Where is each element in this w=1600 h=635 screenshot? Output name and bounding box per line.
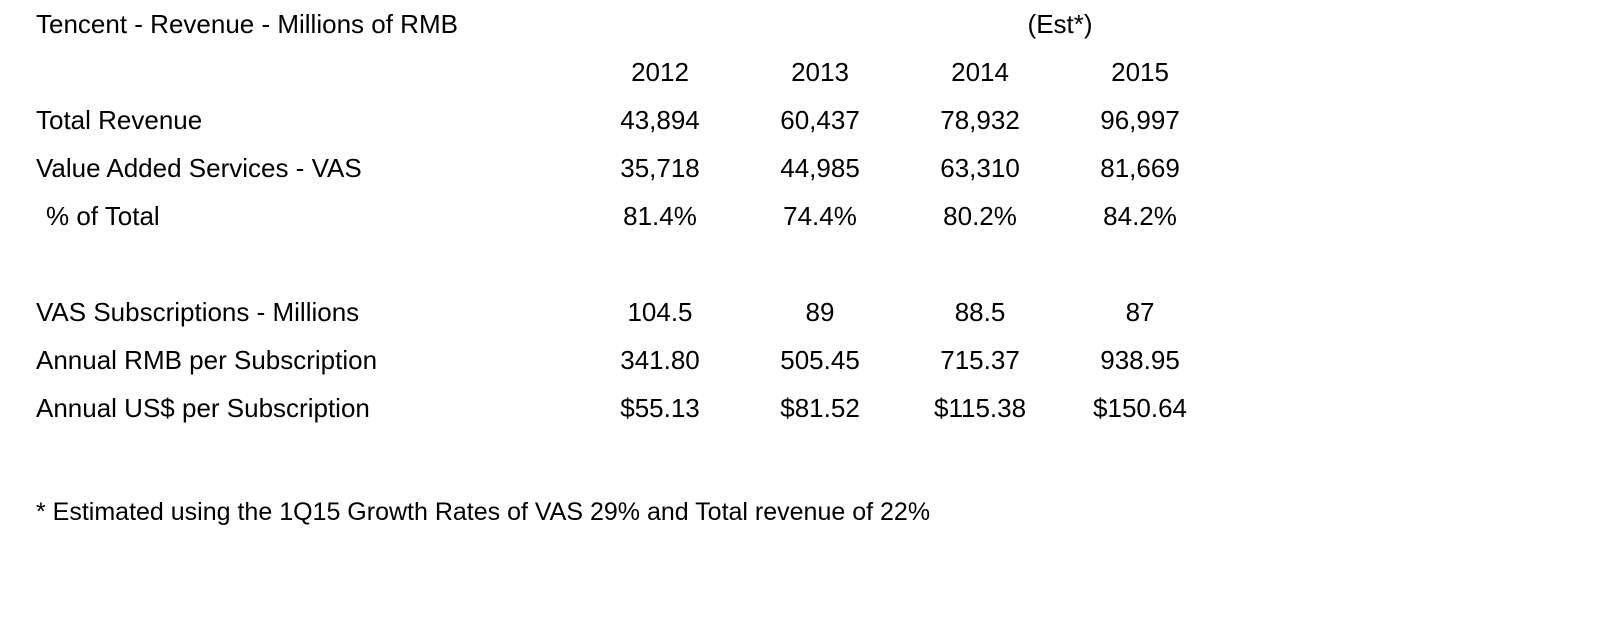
header-row: 2012 2013 2014 2015 bbox=[0, 48, 1220, 96]
page-title: Tencent - Revenue - Millions of RMB bbox=[36, 9, 458, 39]
spacer-cell bbox=[580, 240, 740, 288]
cell-percent-of-total-2013: 74.4% bbox=[783, 201, 857, 231]
cell-total-revenue-2015: 96,997 bbox=[1100, 105, 1180, 135]
column-header-2012: 2012 bbox=[631, 57, 689, 87]
cell-total-revenue-2013: 60,437 bbox=[780, 105, 860, 135]
title-row: Tencent - Revenue - Millions of RMB (Est… bbox=[0, 0, 1220, 48]
row-label-percent-of-total: % of Total bbox=[46, 201, 160, 231]
cell-total-revenue-2012: 43,894 bbox=[620, 105, 700, 135]
spacer-cell bbox=[0, 240, 580, 288]
spacer-cell bbox=[740, 240, 900, 288]
column-header-2013: 2013 bbox=[791, 57, 849, 87]
cell-vas-subscriptions-2012: 104.5 bbox=[627, 297, 693, 327]
cell-percent-of-total-2015: 84.2% bbox=[1103, 201, 1177, 231]
table-row: VAS Subscriptions - Millions 104.5 89 88… bbox=[0, 288, 1220, 336]
cell-annual-rmb-2014: 715.37 bbox=[940, 345, 1020, 375]
table-row: Total Revenue 43,894 60,437 78,932 96,99… bbox=[0, 96, 1220, 144]
spacer-cell bbox=[900, 240, 1060, 288]
row-label-total-revenue: Total Revenue bbox=[36, 105, 203, 135]
cell-annual-rmb-2013: 505.45 bbox=[780, 345, 860, 375]
cell-vas-subscriptions-2013: 89 bbox=[805, 297, 835, 327]
spacer-row bbox=[0, 240, 1220, 288]
spacer-cell bbox=[1060, 240, 1220, 288]
cell-annual-rmb-2015: 938.95 bbox=[1100, 345, 1180, 375]
cell-vas-2012: 35,718 bbox=[620, 153, 700, 183]
row-label-vas: Value Added Services - VAS bbox=[36, 153, 362, 183]
table-row: Annual RMB per Subscription 341.80 505.4… bbox=[0, 336, 1220, 384]
table-row: % of Total 81.4% 74.4% 80.2% 84.2% bbox=[0, 192, 1220, 240]
cell-vas-subscriptions-2015: 87 bbox=[1125, 297, 1155, 327]
row-label-vas-subscriptions: VAS Subscriptions - Millions bbox=[36, 297, 360, 327]
cell-vas-2013: 44,985 bbox=[780, 153, 860, 183]
row-label-annual-usd-per-subscription: Annual US$ per Subscription bbox=[36, 393, 370, 423]
row-label-annual-rmb-per-subscription: Annual RMB per Subscription bbox=[36, 345, 378, 375]
cell-annual-rmb-2012: 341.80 bbox=[620, 345, 700, 375]
column-header-2015: 2015 bbox=[1111, 57, 1169, 87]
cell-annual-usd-2012: $55.13 bbox=[620, 393, 700, 423]
cell-annual-usd-2014: $115.38 bbox=[934, 393, 1027, 423]
cell-vas-2015: 81,669 bbox=[1100, 153, 1180, 183]
financial-table: Tencent - Revenue - Millions of RMB (Est… bbox=[0, 0, 1220, 432]
table-row: Value Added Services - VAS 35,718 44,985… bbox=[0, 144, 1220, 192]
financial-table-container: Tencent - Revenue - Millions of RMB (Est… bbox=[0, 0, 1220, 432]
estimate-marker: (Est*) bbox=[1027, 9, 1093, 39]
cell-annual-usd-2015: $150.64 bbox=[1093, 393, 1188, 423]
cell-annual-usd-2013: $81.52 bbox=[780, 393, 860, 423]
cell-percent-of-total-2014: 80.2% bbox=[943, 201, 1017, 231]
column-header-2014: 2014 bbox=[951, 57, 1009, 87]
table-row: Annual US$ per Subscription $55.13 $81.5… bbox=[0, 384, 1220, 432]
cell-percent-of-total-2012: 81.4% bbox=[623, 201, 697, 231]
cell-total-revenue-2014: 78,932 bbox=[940, 105, 1020, 135]
cell-vas-subscriptions-2014: 88.5 bbox=[954, 297, 1006, 327]
footnote-text: * Estimated using the 1Q15 Growth Rates … bbox=[36, 498, 931, 526]
cell-vas-2014: 63,310 bbox=[940, 153, 1020, 183]
header-blank-cell bbox=[0, 48, 580, 96]
